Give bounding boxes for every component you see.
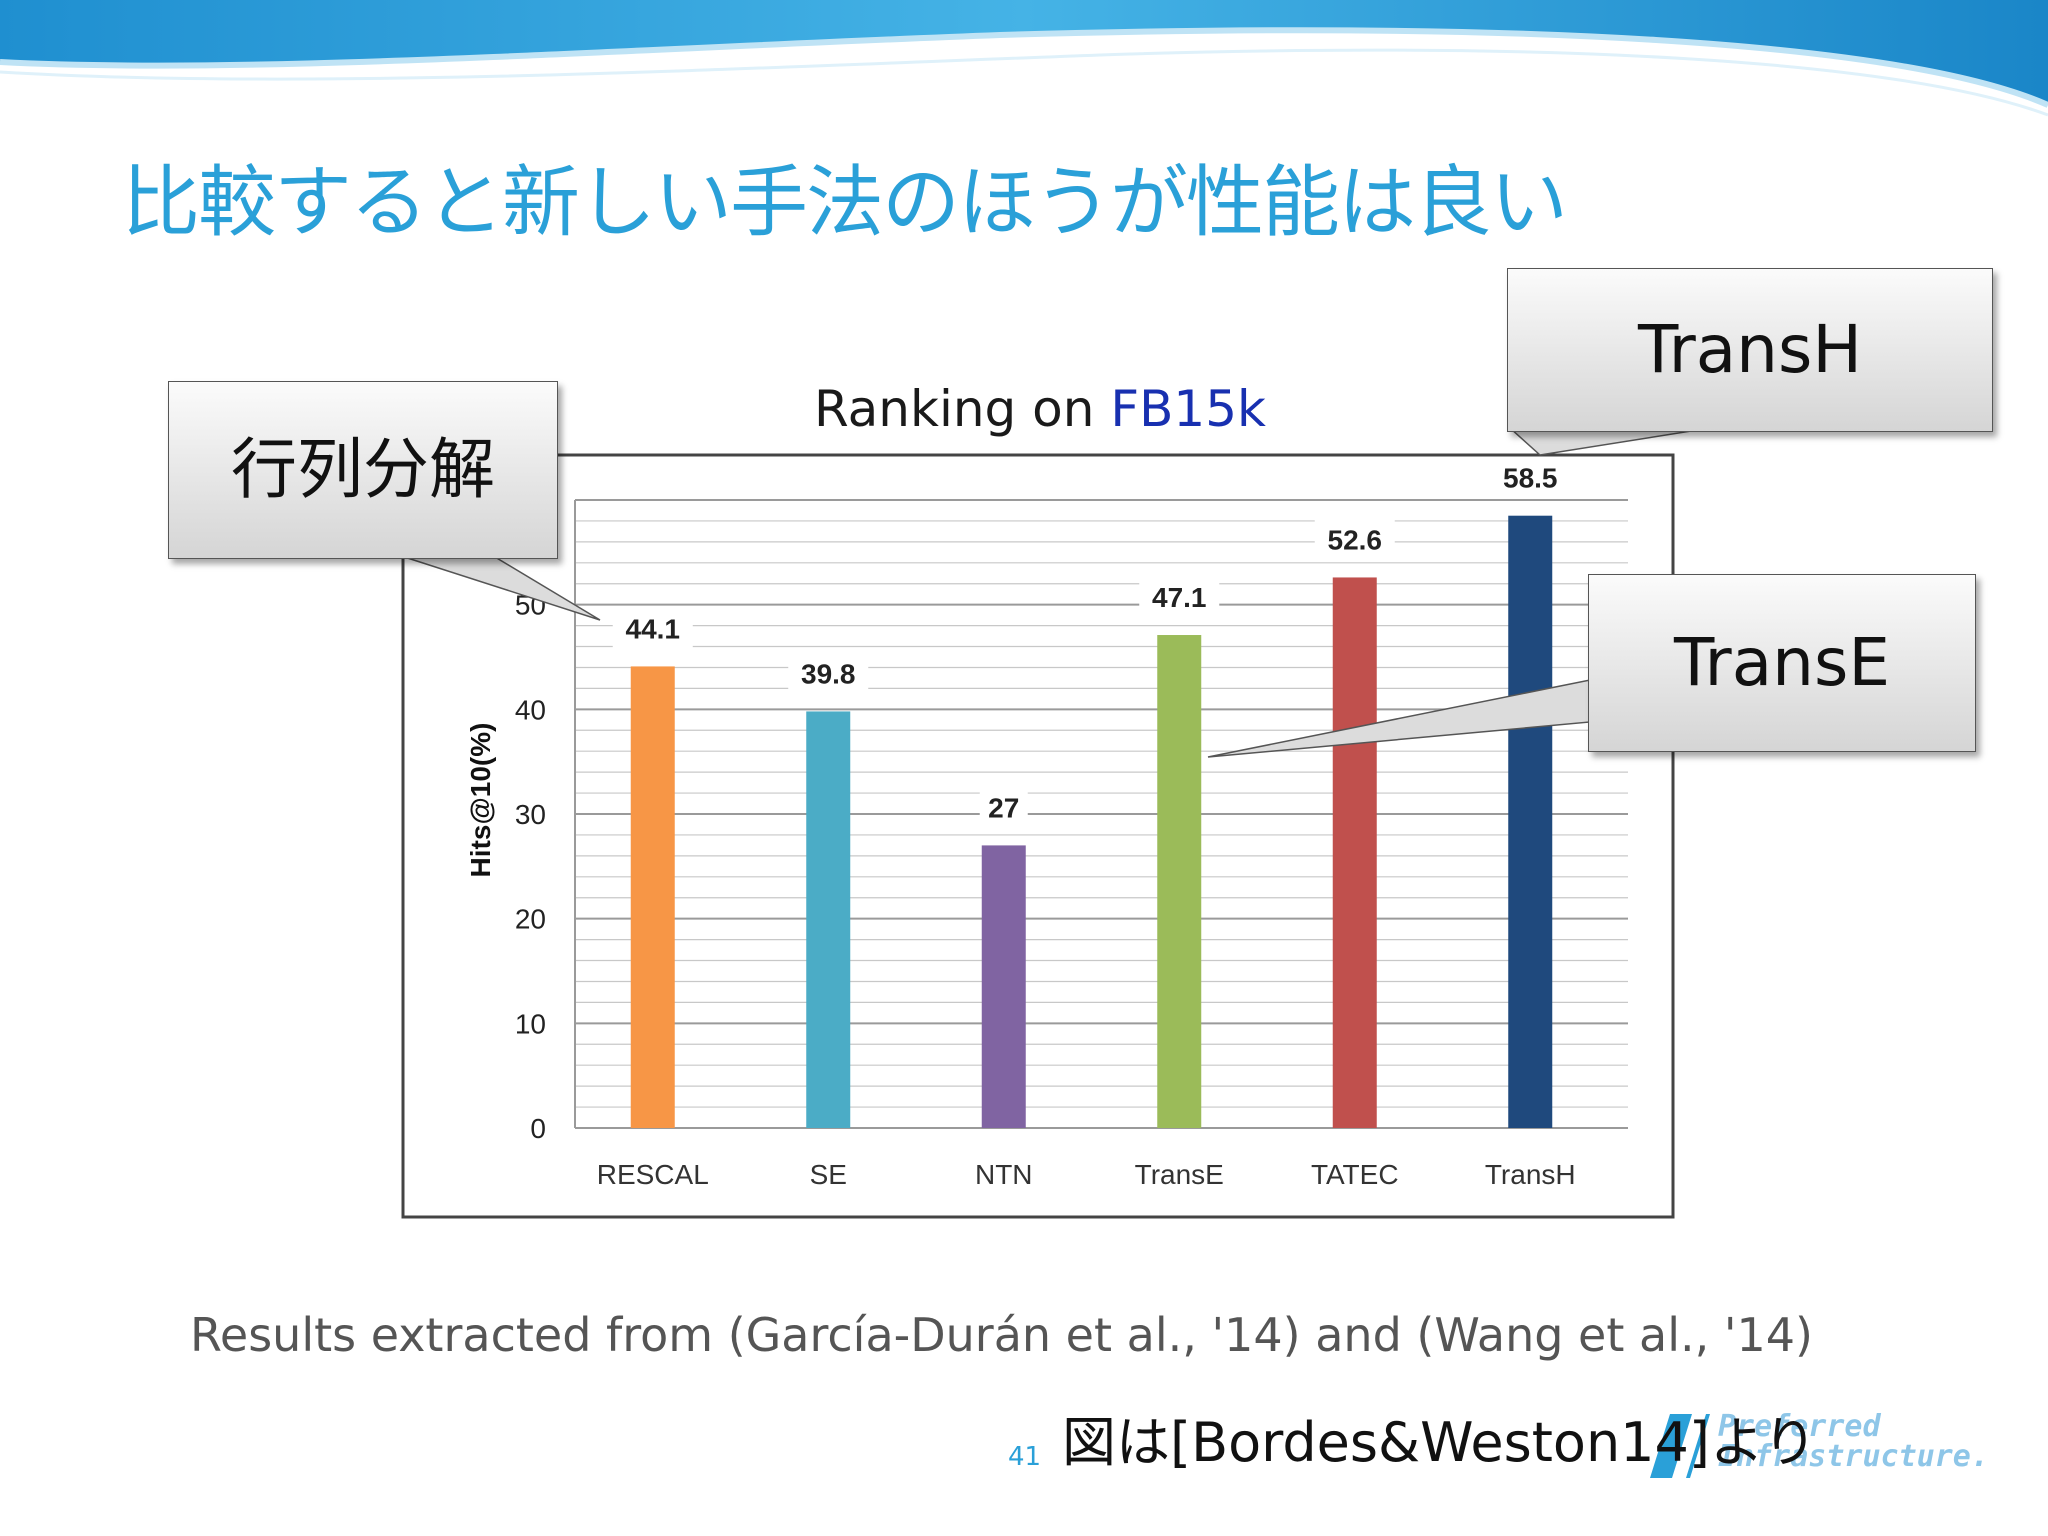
value-label-bg xyxy=(1314,519,1395,560)
callout-transh: TransH xyxy=(1507,268,1993,432)
bar-rescal xyxy=(630,666,675,1128)
slide-title: 比較すると新しい手法のほうが性能は良い xyxy=(122,158,1568,248)
category-label: NTN xyxy=(975,1159,1033,1190)
header-banner xyxy=(0,0,2048,117)
callout-matrix-factorization: 行列分解 xyxy=(168,381,558,559)
value-label-bg xyxy=(788,653,869,694)
bar-se xyxy=(806,711,851,1128)
logo-line2: Infrastructure. xyxy=(1718,1439,1989,1474)
logo-text: Preferred Infrastructure. xyxy=(1718,1412,1989,1472)
value-label-bg xyxy=(1139,577,1220,618)
category-label: TransH xyxy=(1485,1159,1576,1190)
chart-title-part1: Ranking on xyxy=(814,380,1111,438)
y-tick-label: 40 xyxy=(515,694,546,725)
bar-transh xyxy=(1508,515,1553,1128)
grid-lines xyxy=(574,499,1628,1129)
value-label: 47.1 xyxy=(1152,582,1207,613)
y-tick-label: 0 xyxy=(530,1113,546,1144)
category-label: TATEC xyxy=(1311,1159,1399,1190)
bars xyxy=(630,515,1553,1128)
category-label: TransE xyxy=(1135,1159,1224,1190)
bar-transe xyxy=(1157,635,1202,1128)
chart-title: Ranking on FB15k xyxy=(0,380,2048,438)
value-label: 27 xyxy=(988,792,1019,823)
chart-title-dataset: FB15k xyxy=(1110,380,1266,438)
y-tick-label: 50 xyxy=(515,590,546,621)
page-number: 41 xyxy=(1008,1442,1042,1472)
logo-line1: Preferred xyxy=(1718,1409,1881,1444)
value-label-bg xyxy=(979,787,1028,828)
value-label: 58.5 xyxy=(1503,463,1558,494)
y-tick-label: 30 xyxy=(515,799,546,830)
logo-mark-icon xyxy=(1650,1414,1710,1478)
chart-frame xyxy=(401,453,1675,1219)
bar-tatec xyxy=(1332,577,1377,1128)
value-label-bg xyxy=(1490,457,1571,498)
category-label: SE xyxy=(810,1159,847,1190)
company-logo: Preferred Infrastructure. xyxy=(1640,1410,1989,1480)
y-tick-label: 10 xyxy=(515,1008,546,1039)
bar-ntn xyxy=(981,845,1026,1128)
value-label: 52.6 xyxy=(1328,524,1383,555)
source-citation: Results extracted from (García-Durán et … xyxy=(190,1308,1813,1362)
value-label-bg xyxy=(612,608,693,649)
value-label: 44.1 xyxy=(626,613,681,644)
y-tick-label: 20 xyxy=(515,904,546,935)
value-label: 39.8 xyxy=(801,658,856,689)
category-labels: RESCAL SE NTN TransE TATEC TransH xyxy=(597,1159,1576,1190)
value-labels: 44.1 39.8 27 47.1 52.6 58.5 xyxy=(612,457,1571,828)
figure-credit: 図は[Bordes&Weston14]より xyxy=(1062,1411,1817,1474)
callout-transe: TransE xyxy=(1588,574,1976,752)
category-label: RESCAL xyxy=(597,1159,709,1190)
y-axis-label: Hits@10(%) xyxy=(465,723,496,878)
